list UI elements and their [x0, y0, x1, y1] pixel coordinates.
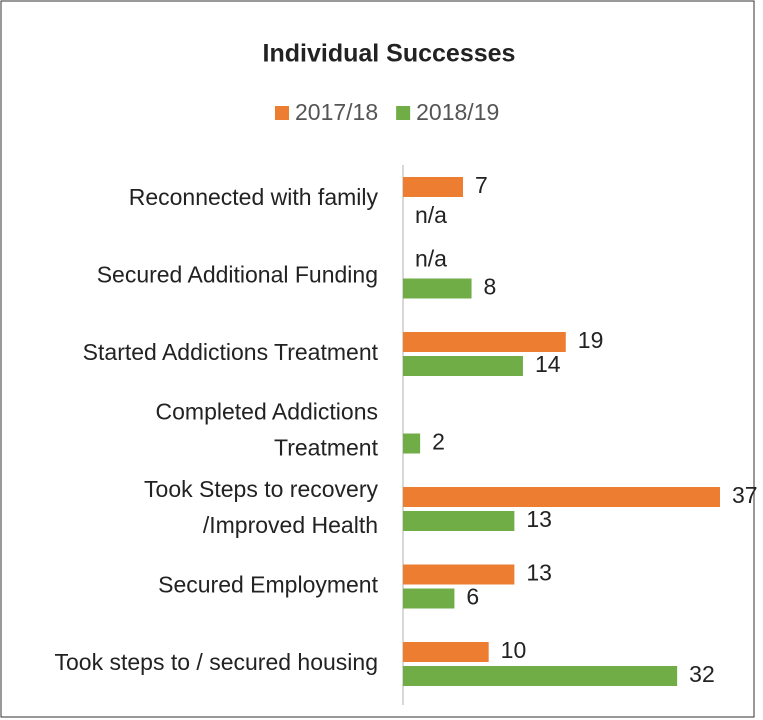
category-label: Completed Addictions Treatment: [156, 399, 379, 461]
bar: [403, 564, 515, 585]
value-label: 14: [535, 351, 561, 377]
value-label: n/a: [415, 202, 447, 228]
bar: [403, 332, 566, 352]
legend-swatch: [396, 106, 411, 120]
value-label: 32: [689, 661, 715, 687]
category-label: Took Steps to recovery/Improved Health: [144, 476, 378, 538]
category-label: Started Addictions Treatment: [83, 339, 379, 365]
category-label: Reconnected with family: [129, 184, 379, 210]
value-label: 8: [484, 274, 497, 300]
bar: [403, 642, 489, 662]
category-label: Took steps to / secured housing: [55, 649, 378, 675]
bar: [403, 588, 455, 609]
bar: [403, 666, 678, 686]
value-label: 7: [475, 172, 488, 198]
bar: [403, 511, 515, 531]
category-label: Secured Employment: [158, 572, 378, 598]
value-label: 19: [578, 327, 604, 353]
bar: [403, 177, 463, 197]
bar: [403, 356, 523, 376]
value-label: 37: [732, 482, 758, 508]
legend-label: 2017/18: [295, 99, 378, 125]
value-label: 13: [526, 506, 552, 532]
bar: [403, 433, 421, 454]
bar: [403, 278, 472, 299]
value-label: 10: [501, 637, 527, 663]
value-label: 2: [432, 429, 445, 455]
chart-title: Individual Successes: [263, 40, 516, 68]
value-label: 13: [526, 560, 552, 586]
legend-label: 2018/19: [416, 99, 499, 125]
bar: [403, 487, 720, 507]
category-label: Secured Additional Funding: [97, 262, 378, 288]
value-label: 6: [466, 584, 479, 610]
value-label: n/a: [415, 246, 447, 272]
legend-swatch: [275, 106, 289, 120]
